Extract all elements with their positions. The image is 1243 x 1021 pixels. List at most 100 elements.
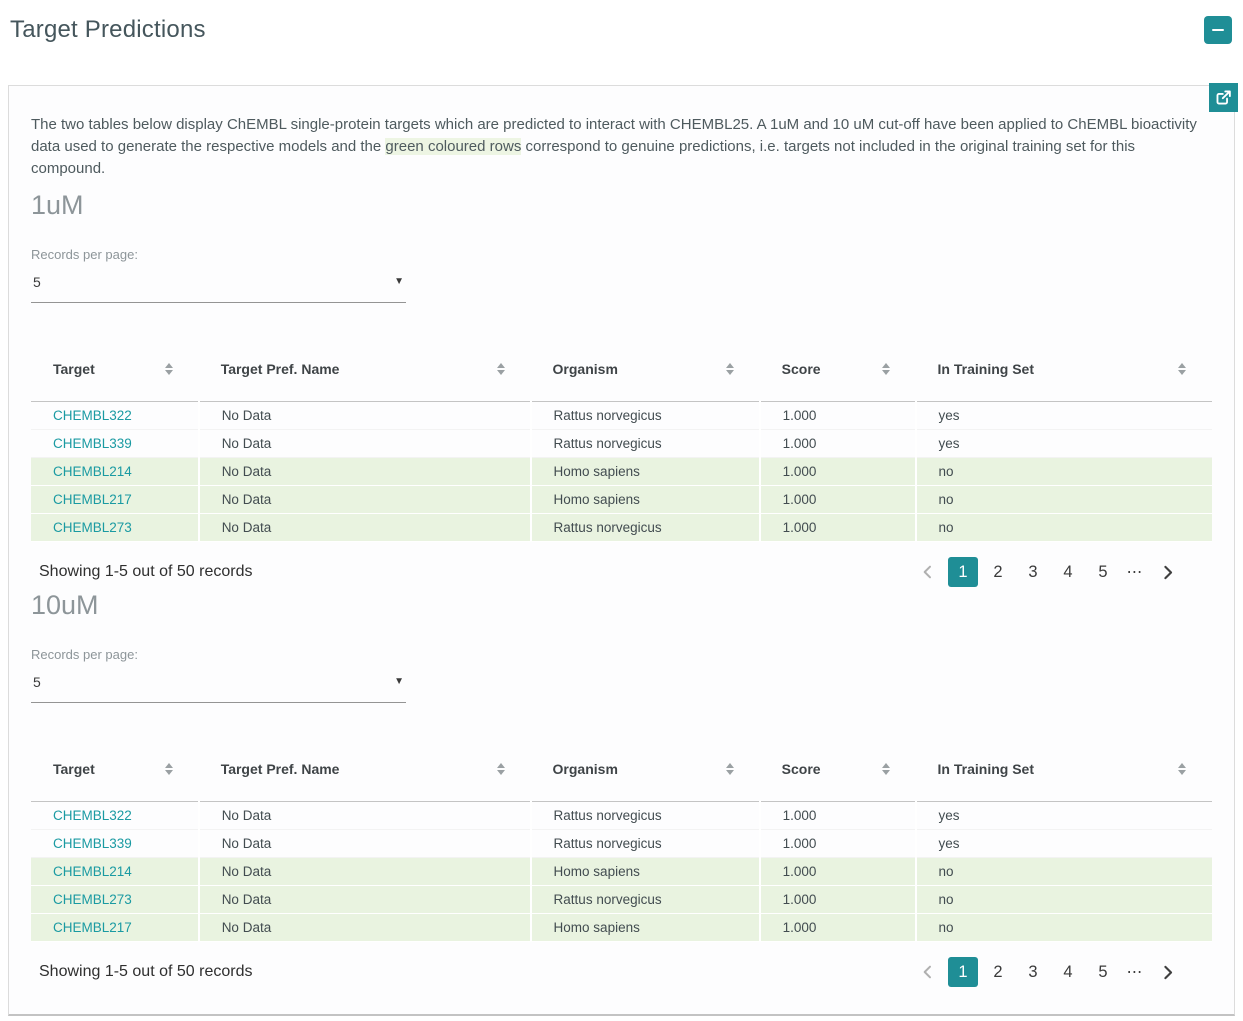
column-header-pref-name[interactable]: Target Pref. Name bbox=[198, 361, 531, 402]
column-header-target[interactable]: Target bbox=[31, 761, 199, 802]
score-cell: 1.000 bbox=[758, 857, 916, 886]
column-header-in-training-set[interactable]: In Training Set bbox=[915, 761, 1212, 802]
sort-icon[interactable] bbox=[164, 363, 173, 375]
target-link[interactable]: CHEMBL214 bbox=[53, 464, 132, 479]
pagination-page-3[interactable]: 3 bbox=[1028, 562, 1038, 581]
table-header-row: Target Target Pref. Name Organism Score … bbox=[31, 361, 1212, 402]
sort-icon[interactable] bbox=[881, 763, 890, 775]
target-link[interactable]: CHEMBL273 bbox=[53, 520, 132, 535]
pagination: 1 2 3 4 5 ⋯ bbox=[913, 957, 1182, 987]
in-training-set-cell: no bbox=[914, 913, 1212, 942]
pagination-page-3[interactable]: 3 bbox=[1028, 962, 1038, 981]
pagination-page-4[interactable]: 4 bbox=[1063, 962, 1073, 981]
column-label: In Training Set bbox=[937, 761, 1035, 777]
target-link[interactable]: CHEMBL339 bbox=[53, 436, 132, 451]
pagination-page-1[interactable]: 1 bbox=[948, 557, 978, 587]
pagination-page-2[interactable]: 2 bbox=[993, 962, 1003, 981]
pagination-page-5[interactable]: 5 bbox=[1098, 562, 1108, 581]
target-link[interactable]: CHEMBL322 bbox=[53, 808, 132, 823]
pagination-prev-button[interactable] bbox=[913, 957, 943, 987]
sort-icon[interactable] bbox=[1178, 763, 1186, 775]
dropdown-arrow-icon: ▼ bbox=[394, 676, 404, 687]
records-per-page-control: Records per page: 5 ▼ bbox=[31, 647, 406, 703]
pagination-page-4[interactable]: 4 bbox=[1063, 562, 1073, 581]
collapse-panel-button[interactable] bbox=[1204, 16, 1232, 44]
column-header-organism[interactable]: Organism bbox=[530, 361, 760, 402]
organism-cell: Rattus norvegicus bbox=[529, 429, 760, 458]
chevron-right-icon bbox=[1163, 565, 1172, 579]
score-cell: 1.000 bbox=[758, 913, 916, 942]
score-cell: 1.000 bbox=[758, 885, 916, 914]
score-cell: 1.000 bbox=[758, 429, 916, 458]
records-per-page-select[interactable]: 5 ▼ bbox=[31, 270, 406, 303]
pref-name-cell: No Data bbox=[197, 401, 531, 430]
target-link[interactable]: CHEMBL339 bbox=[53, 836, 132, 851]
sort-icon[interactable] bbox=[725, 763, 734, 775]
target-link[interactable]: CHEMBL214 bbox=[53, 864, 132, 879]
table-row: CHEMBL339 No Data Rattus norvegicus 1.00… bbox=[31, 429, 1212, 458]
records-per-page-value: 5 bbox=[33, 674, 41, 690]
section-heading-10um: 10uM bbox=[31, 590, 99, 620]
pagination-page-1[interactable]: 1 bbox=[948, 957, 978, 987]
pagination-ellipsis: ⋯ bbox=[1126, 564, 1144, 581]
page-title: Target Predictions bbox=[10, 16, 206, 43]
organism-cell: Rattus norvegicus bbox=[529, 401, 760, 430]
records-per-page-value: 5 bbox=[33, 274, 41, 290]
column-label: Target Pref. Name bbox=[220, 361, 340, 377]
sort-icon[interactable] bbox=[725, 363, 734, 375]
in-training-set-cell: no bbox=[914, 513, 1212, 542]
pagination-next-button[interactable] bbox=[1152, 557, 1182, 587]
target-link[interactable]: CHEMBL217 bbox=[53, 492, 132, 507]
organism-cell: Homo sapiens bbox=[529, 457, 760, 486]
target-link[interactable]: CHEMBL217 bbox=[53, 920, 132, 935]
pref-name-cell: No Data bbox=[197, 513, 531, 542]
score-cell: 1.000 bbox=[758, 513, 916, 542]
pref-name-cell: No Data bbox=[197, 429, 531, 458]
page-header: Target Predictions bbox=[0, 0, 1243, 62]
sort-icon[interactable] bbox=[496, 763, 505, 775]
predictions-table-1um: Target Target Pref. Name Organism Score … bbox=[31, 361, 1212, 542]
sort-icon[interactable] bbox=[881, 363, 890, 375]
in-training-set-cell: yes bbox=[914, 801, 1212, 830]
column-header-target[interactable]: Target bbox=[31, 361, 199, 402]
pagination-prev-button[interactable] bbox=[913, 557, 943, 587]
in-training-set-cell: yes bbox=[914, 429, 1212, 458]
pagination-next-button[interactable] bbox=[1152, 957, 1182, 987]
target-predictions-panel: The two tables below display ChEMBL sing… bbox=[8, 83, 1238, 1016]
pref-name-cell: No Data bbox=[197, 885, 531, 914]
export-button[interactable] bbox=[1209, 83, 1238, 112]
column-header-score[interactable]: Score bbox=[759, 761, 916, 802]
sort-icon[interactable] bbox=[1178, 363, 1186, 375]
organism-cell: Homo sapiens bbox=[529, 857, 760, 886]
in-training-set-cell: no bbox=[914, 857, 1212, 886]
column-label: Score bbox=[781, 761, 821, 777]
pagination-page-5[interactable]: 5 bbox=[1098, 962, 1108, 981]
column-header-score[interactable]: Score bbox=[759, 361, 916, 402]
table-row: CHEMBL322 No Data Rattus norvegicus 1.00… bbox=[31, 401, 1212, 430]
column-header-pref-name[interactable]: Target Pref. Name bbox=[198, 761, 531, 802]
score-cell: 1.000 bbox=[758, 485, 916, 514]
organism-cell: Rattus norvegicus bbox=[529, 513, 760, 542]
in-training-set-cell: no bbox=[914, 885, 1212, 914]
chevron-right-icon bbox=[1163, 965, 1172, 979]
records-per-page-select[interactable]: 5 ▼ bbox=[31, 670, 406, 703]
pagination-page-2[interactable]: 2 bbox=[993, 562, 1003, 581]
sort-icon[interactable] bbox=[496, 363, 505, 375]
section-1um: 1uM Records per page: 5 ▼ Target Target … bbox=[31, 190, 1212, 588]
table-row-genuine-prediction: CHEMBL217 No Data Homo sapiens 1.000 no bbox=[31, 913, 1212, 942]
predictions-table-10um: Target Target Pref. Name Organism Score … bbox=[31, 761, 1212, 942]
column-label: Target bbox=[53, 361, 95, 377]
table-row: CHEMBL322 No Data Rattus norvegicus 1.00… bbox=[31, 801, 1212, 830]
column-label: Organism bbox=[552, 361, 618, 377]
column-header-organism[interactable]: Organism bbox=[530, 761, 760, 802]
chevron-left-icon bbox=[923, 965, 931, 979]
minus-icon bbox=[1212, 28, 1224, 32]
sort-icon[interactable] bbox=[164, 763, 173, 775]
organism-cell: Homo sapiens bbox=[529, 913, 760, 942]
column-header-in-training-set[interactable]: In Training Set bbox=[915, 361, 1212, 402]
target-link[interactable]: CHEMBL322 bbox=[53, 408, 132, 423]
organism-cell: Rattus norvegicus bbox=[529, 801, 760, 830]
target-link[interactable]: CHEMBL273 bbox=[53, 892, 132, 907]
table-row-genuine-prediction: CHEMBL273 No Data Rattus norvegicus 1.00… bbox=[31, 885, 1212, 914]
in-training-set-cell: yes bbox=[914, 401, 1212, 430]
